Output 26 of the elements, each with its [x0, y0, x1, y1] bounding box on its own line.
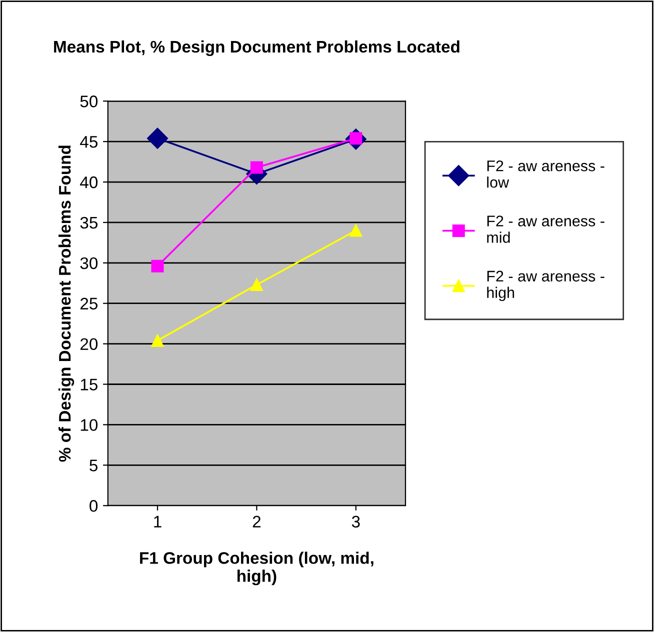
point	[146, 128, 168, 149]
legend-label: F2 - aw areness - high	[487, 270, 604, 302]
legend-label: F2 - aw areness - mid	[487, 216, 604, 243]
chart-title: Means Plot, % Design Document Problems Located	[54, 40, 460, 56]
point	[151, 334, 164, 347]
y-tick-label: 10	[80, 419, 98, 431]
x-tick-label: 1	[154, 516, 162, 528]
y-tick-label: 40	[80, 176, 98, 188]
y-tick-label: 15	[80, 378, 98, 390]
y-tick-label: 30	[80, 257, 98, 270]
y-axis-title: % of Design Document Problems Found	[58, 146, 74, 462]
point	[250, 278, 263, 292]
y-tick-label: 5	[90, 460, 98, 472]
x-tick-label: 3	[352, 516, 360, 528]
y-tick-label: 35	[80, 216, 98, 229]
y-tick-label: 45	[80, 136, 98, 148]
x-axis-title: F1 Group Cohesion (low, mid, high)	[140, 552, 374, 586]
legend-label: F2 - aw areness - low	[487, 160, 604, 188]
y-tick-label: 20	[80, 338, 98, 350]
y-tick-label: 0	[90, 500, 98, 512]
point	[350, 224, 362, 237]
point	[151, 260, 164, 272]
y-tick-label: 50	[80, 96, 98, 108]
x-tick-label: 2	[252, 516, 260, 528]
point	[250, 161, 263, 174]
y-tick-label: 25	[80, 298, 98, 310]
